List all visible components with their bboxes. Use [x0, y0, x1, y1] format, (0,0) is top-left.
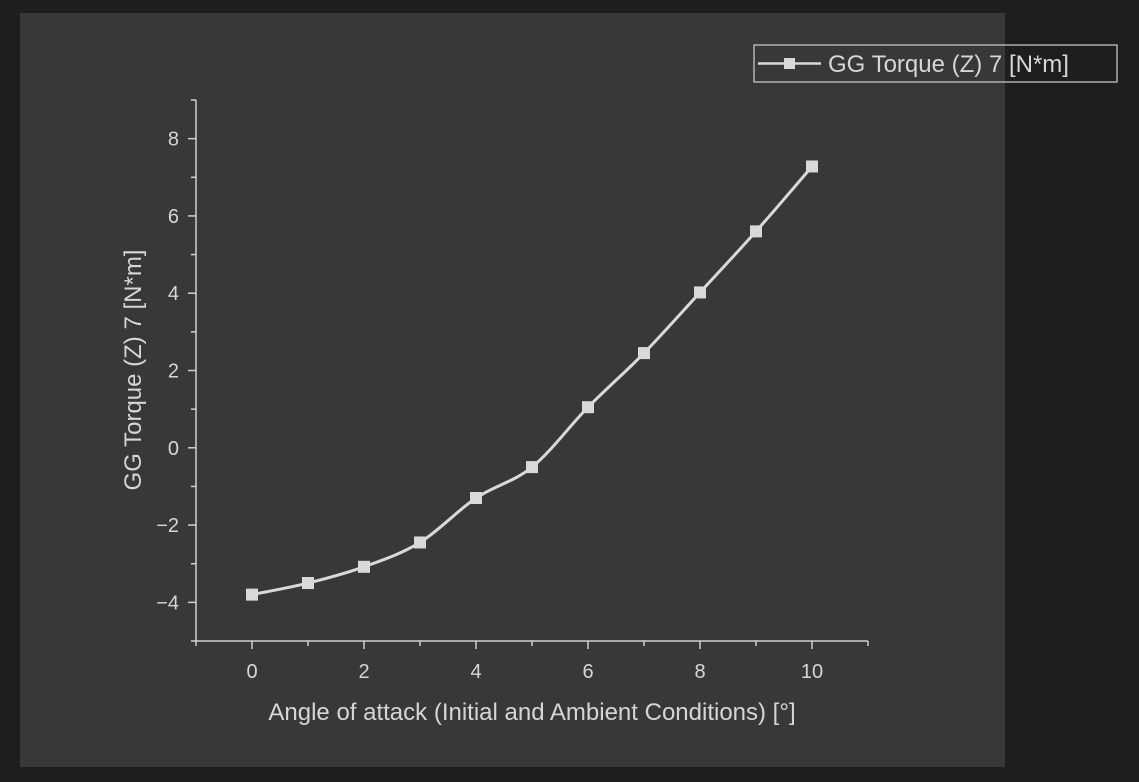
x-tick-label: 10: [801, 661, 823, 683]
x-tick-label: 0: [246, 661, 257, 683]
y-tick-label: 6: [168, 206, 179, 228]
data-point-marker: [806, 160, 818, 173]
data-point-marker: [358, 560, 370, 573]
y-tick-label: 0: [168, 438, 179, 460]
chart-panel-background: [20, 13, 1005, 767]
x-tick-label: 6: [582, 661, 593, 683]
legend-box: [753, 44, 1118, 83]
y-tick-label: 2: [168, 361, 179, 383]
y-tick-label: −2: [156, 515, 179, 537]
data-point-marker: [750, 225, 762, 238]
y-tick-label: 4: [168, 283, 179, 305]
x-axis-label: Angle of attack (Initial and Ambient Con…: [268, 699, 795, 726]
y-tick-label: 8: [168, 129, 179, 151]
data-point-marker: [694, 286, 706, 299]
legend: GG Torque (Z) 7 [N*m]: [753, 44, 1118, 83]
x-tick-label: 4: [470, 661, 481, 683]
data-point-marker: [526, 461, 538, 474]
data-point-marker: [470, 492, 482, 505]
y-axis-label: GG Torque (Z) 7 [N*m]: [120, 250, 147, 491]
data-point-marker: [638, 347, 650, 360]
data-point-marker: [246, 588, 258, 601]
x-tick-label: 8: [694, 661, 705, 683]
series-group: [246, 160, 818, 601]
legend-marker-swatch: [784, 58, 795, 69]
data-point-marker: [414, 536, 426, 549]
y-ticks: −4 −2 0 2 4 6 8: [156, 99, 196, 642]
y-tick-label: −4: [156, 592, 179, 614]
x-ticks: 0 2 4 6 8 10: [195, 641, 869, 683]
data-point-marker: [582, 401, 594, 414]
legend-entry-label: GG Torque (Z) 7 [N*m]: [828, 51, 1069, 78]
x-tick-label: 2: [358, 661, 369, 683]
data-point-marker: [302, 577, 314, 590]
